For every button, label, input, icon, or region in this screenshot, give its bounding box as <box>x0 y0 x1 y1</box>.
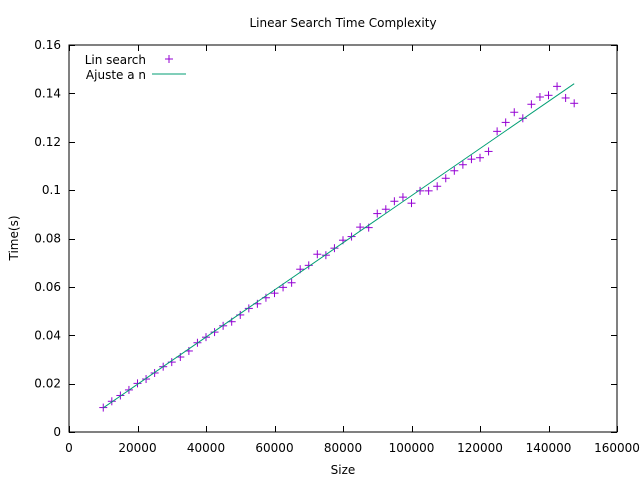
y-axis-label: Time(s) <box>7 216 21 262</box>
data-point <box>450 166 459 175</box>
data-point <box>510 108 519 117</box>
data-point <box>501 118 510 127</box>
data-point <box>313 250 322 259</box>
data-point <box>544 91 553 100</box>
data-point <box>493 127 502 136</box>
y-tick-label: 0.1 <box>42 183 61 197</box>
data-point <box>441 174 450 183</box>
data-point <box>279 283 288 292</box>
data-point <box>570 99 579 108</box>
data-point <box>433 182 442 191</box>
y-tick-label: 0.16 <box>34 38 61 52</box>
x-tick-label: 100000 <box>389 441 435 455</box>
x-tick-label: 20000 <box>118 441 156 455</box>
data-point <box>287 278 296 287</box>
data-point <box>561 93 570 102</box>
chart-title: Linear Search Time Complexity <box>249 16 436 30</box>
legend-label-lin-search: Lin search <box>85 53 146 67</box>
data-point <box>390 197 399 206</box>
x-tick-label: 160000 <box>594 441 640 455</box>
data-point <box>407 199 416 208</box>
data-point <box>476 153 484 162</box>
y-tick-label: 0.04 <box>34 328 61 342</box>
x-tick-label: 0 <box>65 441 73 455</box>
data-point <box>381 205 390 214</box>
data-point <box>244 304 253 313</box>
data-point <box>398 193 407 202</box>
data-point <box>142 375 151 384</box>
y-tick-label: 0.12 <box>34 135 61 149</box>
data-point <box>467 155 476 164</box>
x-tick-label: 40000 <box>187 441 225 455</box>
y-tick-label: 0 <box>53 425 61 439</box>
data-point <box>373 209 382 218</box>
data-point <box>518 114 527 123</box>
data-point <box>356 223 365 232</box>
x-tick-label: 120000 <box>457 441 503 455</box>
legend: Lin search Ajuste a n <box>85 53 186 82</box>
data-point <box>133 379 142 388</box>
legend-label-ajuste: Ajuste a n <box>86 68 146 82</box>
data-point <box>416 186 425 195</box>
data-point <box>210 328 219 337</box>
plot-area <box>99 82 579 412</box>
x-tick-label: 80000 <box>324 441 362 455</box>
data-point <box>107 397 116 406</box>
data-point <box>458 160 467 169</box>
y-tick-label: 0.08 <box>34 232 61 246</box>
axes: 0 20000 40000 60000 80000 100000 120000 140000 1… <box>34 38 640 455</box>
legend-marker-lin-search <box>165 55 173 63</box>
x-tick-label: 60000 <box>255 441 293 455</box>
y-tick-label: 0.02 <box>34 377 61 391</box>
data-point <box>484 147 493 156</box>
data-point <box>424 186 433 195</box>
legend-plus-marker <box>165 55 173 63</box>
x-tick-label: 140000 <box>526 441 572 455</box>
data-point <box>535 93 544 102</box>
fit-line <box>103 83 575 409</box>
y-tick-label: 0.06 <box>34 280 61 294</box>
data-point <box>553 82 562 91</box>
data-point <box>527 100 536 109</box>
data-point <box>304 261 313 270</box>
x-axis-label: Size <box>331 463 356 477</box>
y-tick-label: 0.14 <box>34 86 61 100</box>
